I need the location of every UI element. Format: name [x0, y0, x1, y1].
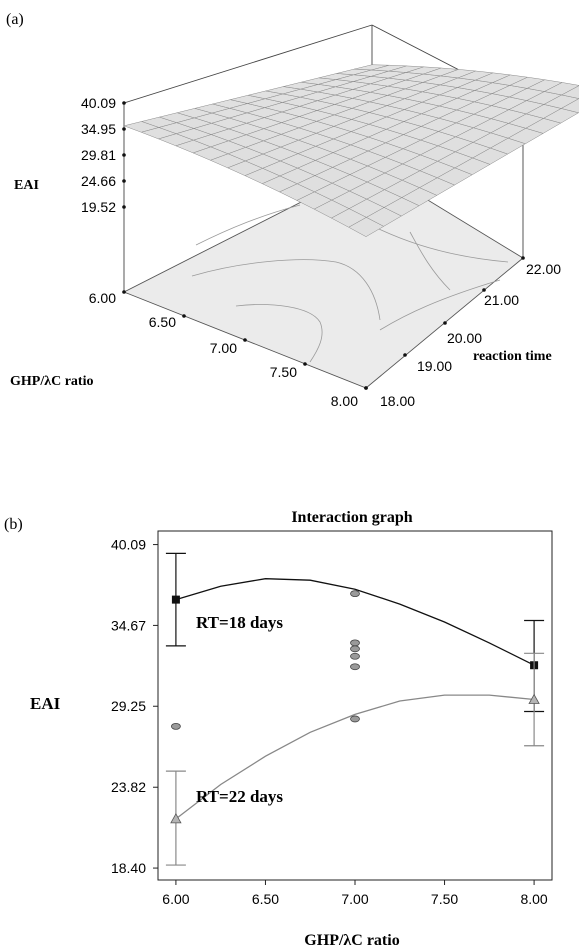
x-tick-label: 7.50: [431, 891, 458, 907]
replicate-point: [350, 663, 360, 671]
series-label-rt22: RT=22 days: [196, 787, 283, 806]
chart-title: Interaction graph: [291, 509, 412, 526]
z-tick-label: 24.66: [81, 173, 116, 189]
panel-a: (a) 40.09 34.95 29.81 24.66 1: [6, 11, 579, 409]
y-tick: 18.00: [364, 386, 415, 409]
z-tick-label: 19.52: [81, 199, 116, 215]
x-axis-label: GHP/λC ratio: [304, 932, 399, 949]
y-tick: 22.00: [521, 256, 561, 277]
mesh-cell: [560, 98, 579, 114]
x-tick-label: 7.00: [341, 891, 368, 907]
z-axis-label: EAI: [14, 178, 39, 193]
x-tick: 7.50: [270, 362, 307, 380]
y-tick: 21.00: [482, 288, 519, 308]
y-tick-label: 22.00: [526, 261, 561, 277]
chart-marks: [165, 552, 545, 866]
y-tick-label: 23.82: [111, 779, 146, 795]
y-tick-label: 18.00: [380, 393, 415, 409]
y-tick-label: 34.67: [111, 617, 146, 633]
x-tick: 6.00: [89, 290, 126, 306]
z-tick: 24.66: [81, 173, 126, 189]
x-tick-label: 6.00: [162, 891, 189, 907]
y-tick: 20.00: [443, 321, 482, 346]
x-tick-label: 7.00: [210, 340, 237, 356]
y-tick-label: 21.00: [484, 292, 519, 308]
replicate-point: [350, 639, 360, 647]
z-tick: 34.95: [81, 121, 126, 137]
panel-b-label: (b): [4, 516, 23, 533]
y-axis-label: reaction time: [473, 349, 552, 364]
x-tick: 8.00: [331, 386, 368, 409]
axis-ticks: 6.00 6.50 7.00 7.50 8.00 18.40 23.82 29.25 34.67…: [111, 537, 548, 907]
z-tick: 19.52: [81, 199, 126, 215]
data-point-square: [171, 595, 180, 604]
z-tick-label: 34.95: [81, 121, 116, 137]
x-tick-label: 8.00: [331, 393, 358, 409]
y-tick-label: 29.25: [111, 698, 146, 714]
replicate-point: [350, 590, 360, 598]
replicate-point: [171, 722, 181, 730]
z-tick-label: 29.81: [81, 147, 116, 163]
series-line: [175, 694, 535, 820]
mesh-cell: [543, 94, 579, 109]
z-tick-label: 40.09: [81, 95, 116, 111]
y-tick-label: 40.09: [111, 537, 146, 553]
panel-b: (b) Interaction graph EAI GHP/λC ratio 6…: [4, 509, 553, 949]
series-line: [175, 578, 535, 666]
y-tick-label: 20.00: [447, 330, 482, 346]
data-point-triangle: [528, 693, 540, 704]
replicate-point: [350, 645, 360, 653]
data-point-triangle: [170, 813, 182, 824]
mesh-cell: [543, 82, 579, 96]
mesh-cell: [560, 85, 579, 99]
y-axis: 18.00 19.00 20.00 21.00 22.00 reaction t…: [364, 256, 561, 409]
replicate-point: [350, 652, 360, 660]
z-axis: 40.09 34.95 29.81 24.66 19.52 EAI: [14, 95, 126, 215]
y-tick-label: 19.00: [417, 358, 452, 374]
y-tick: 19.00: [403, 353, 452, 374]
surface-mesh: [123, 64, 579, 237]
x-tick-label: 6.50: [252, 891, 279, 907]
x-tick-label: 6.00: [89, 290, 116, 306]
y-tick-label: 18.40: [111, 860, 146, 876]
x-axis-label: GHP/λC ratio: [10, 374, 93, 389]
replicate-point: [350, 715, 360, 723]
series-label-rt18: RT=18 days: [196, 613, 283, 632]
x-tick-label: 7.50: [270, 364, 297, 380]
z-tick: 40.09: [81, 95, 126, 111]
y-axis-label: EAI: [30, 694, 61, 713]
x-tick-label: 6.50: [149, 314, 176, 330]
z-tick: 29.81: [81, 147, 126, 163]
plot-frame: [157, 530, 553, 881]
x-tick: 6.50: [149, 314, 186, 330]
x-tick: 7.00: [210, 338, 247, 356]
x-tick-label: 8.00: [520, 891, 547, 907]
panel-a-label: (a): [6, 11, 24, 28]
